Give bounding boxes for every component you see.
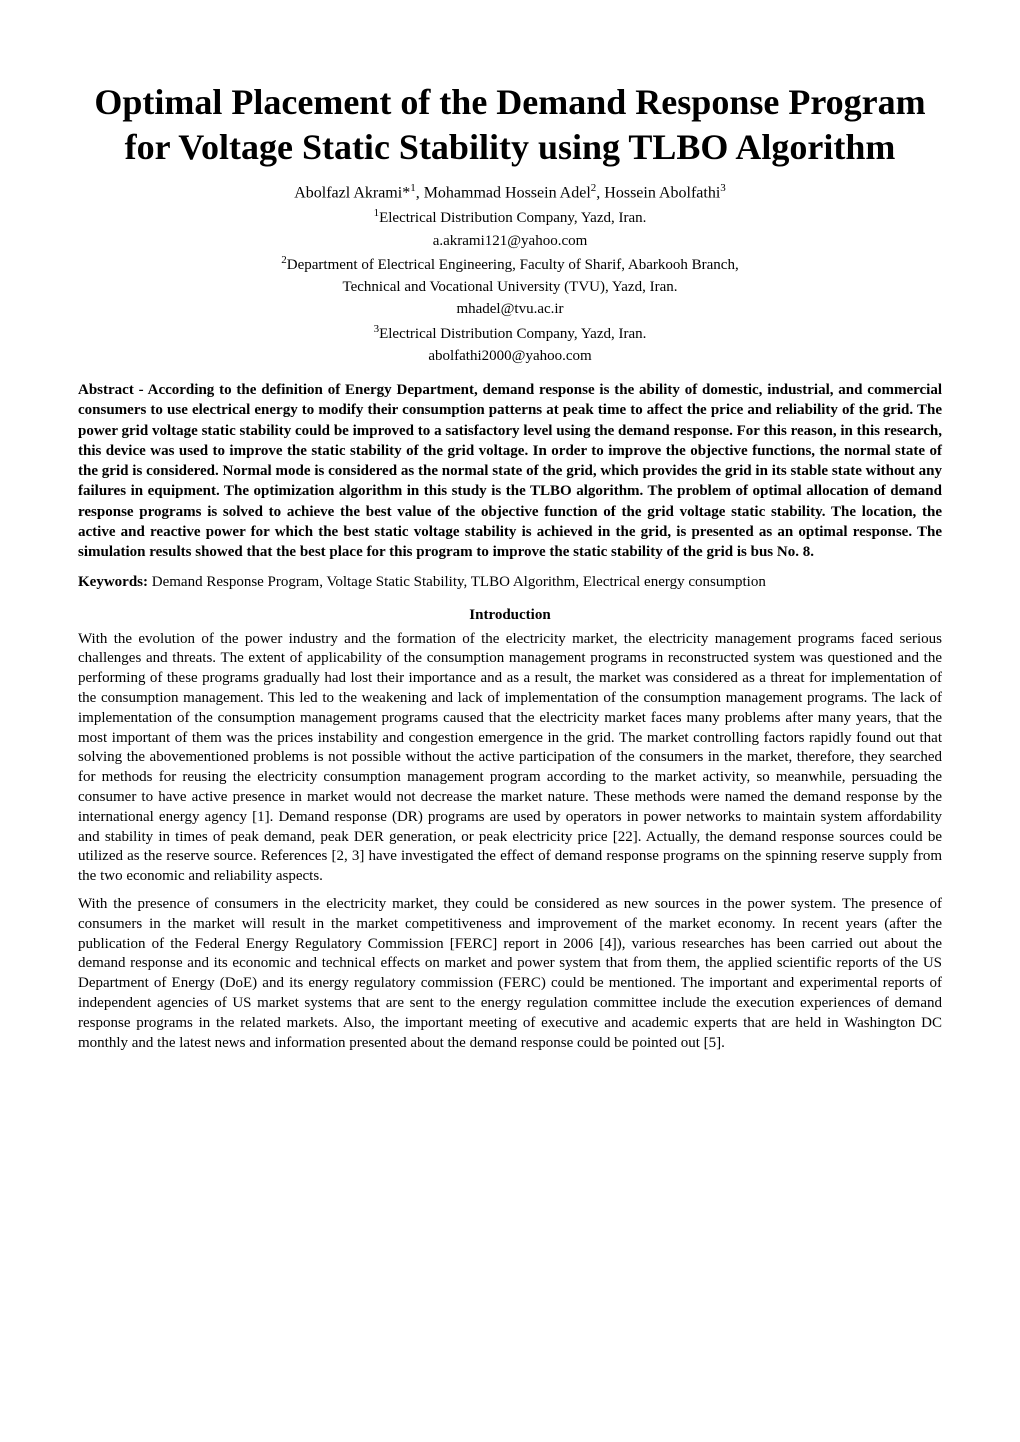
abstract: Abstract - According to the definition o… [78, 380, 942, 562]
body-paragraph: With the presence of consumers in the el… [78, 895, 942, 1053]
affiliation-line: mhadel@tvu.ac.ir [78, 299, 942, 319]
keywords-text: Demand Response Program, Voltage Static … [148, 574, 766, 590]
affiliation-line: 3Electrical Distribution Company, Yazd, … [78, 322, 942, 344]
affiliation-line: Technical and Vocational University (TVU… [78, 277, 942, 297]
affiliation-line: 1Electrical Distribution Company, Yazd, … [78, 206, 942, 228]
keywords: Keywords: Demand Response Program, Volta… [78, 572, 942, 592]
section-heading-introduction: Introduction [78, 607, 942, 624]
keywords-label: Keywords: [78, 574, 148, 590]
abstract-label: Abstract - [78, 382, 148, 398]
abstract-text: According to the definition of Energy De… [78, 382, 942, 560]
affiliation-line: 2Department of Electrical Engineering, F… [78, 253, 942, 275]
body-text: With the evolution of the power industry… [78, 630, 942, 1054]
affiliation-line: abolfathi2000@yahoo.com [78, 346, 942, 366]
affiliations: 1Electrical Distribution Company, Yazd, … [78, 206, 942, 366]
paper-title: Optimal Placement of the Demand Response… [78, 80, 942, 170]
affiliation-line: a.akrami121@yahoo.com [78, 231, 942, 251]
body-paragraph: With the evolution of the power industry… [78, 630, 942, 887]
author-line: Abolfazl Akrami*1, Mohammad Hossein Adel… [78, 182, 942, 202]
